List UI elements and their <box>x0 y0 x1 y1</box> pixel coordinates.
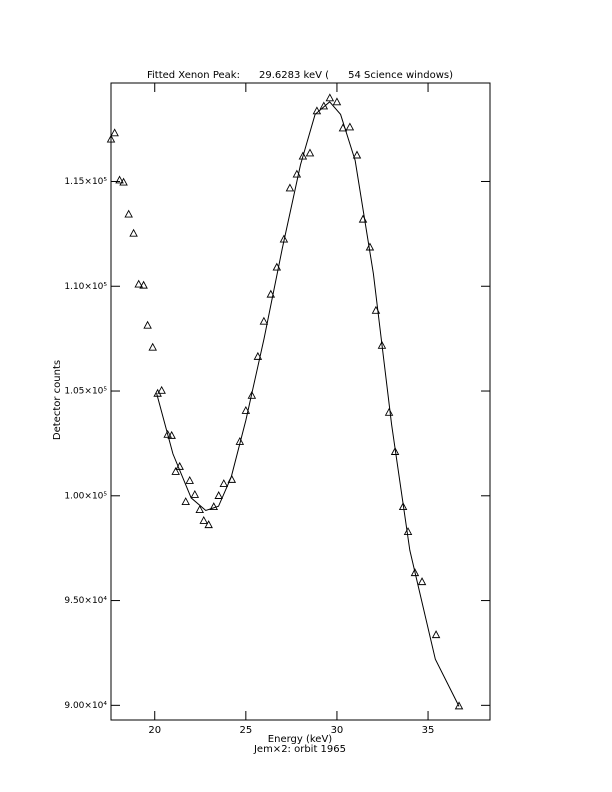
data-point <box>139 280 148 289</box>
x-tick-label: 35 <box>422 725 435 736</box>
data-point <box>219 479 229 488</box>
data-point <box>285 183 295 192</box>
data-point <box>410 568 420 577</box>
y-tick-label: 1.05×10⁵ <box>64 387 107 397</box>
data-point <box>319 101 329 110</box>
data-point <box>171 466 180 475</box>
data-point <box>384 407 394 416</box>
x-tick-label: 20 <box>148 725 161 736</box>
data-point <box>185 475 194 484</box>
data-point <box>417 577 427 586</box>
y-tick-label: 1.10×10⁵ <box>64 282 107 292</box>
data-point <box>390 447 400 455</box>
data-point <box>110 128 119 137</box>
data-point <box>181 497 190 506</box>
data-point <box>454 701 464 710</box>
data-point <box>358 214 368 223</box>
data-point <box>312 106 322 115</box>
data-point <box>352 150 362 159</box>
x-axis-label: Energy (keV) <box>268 734 333 745</box>
data-point <box>431 630 441 639</box>
data-point <box>325 93 335 102</box>
chart-title: Fitted Xenon Peak: 29.6283 keV ( 54 Scie… <box>147 70 453 81</box>
subtitle: Jem×2: orbit 1965 <box>253 744 346 755</box>
x-tick-label: 30 <box>331 725 344 736</box>
data-point <box>190 490 200 498</box>
data-point <box>241 405 251 414</box>
data-point <box>157 385 166 394</box>
data-point <box>119 177 128 186</box>
data-point <box>148 342 157 351</box>
data-point <box>195 505 204 513</box>
data-point <box>199 515 208 524</box>
data-point <box>247 390 257 399</box>
x-tick-label: 25 <box>239 725 252 736</box>
data-point <box>345 122 355 131</box>
data-point <box>143 320 152 329</box>
plot-frame <box>110 82 491 721</box>
data-point <box>365 242 375 251</box>
data-point <box>204 520 213 529</box>
data-point <box>106 134 116 143</box>
data-point <box>259 316 269 325</box>
y-axis-label: Detector counts <box>52 360 63 440</box>
data-point <box>214 491 223 499</box>
data-point <box>115 175 124 184</box>
y-tick-label: 1.00×10⁵ <box>64 491 107 501</box>
data-point <box>163 429 172 438</box>
data-point <box>305 148 315 157</box>
data-point <box>167 430 176 439</box>
data-point <box>124 209 133 218</box>
data-point <box>209 502 219 511</box>
y-tick-label: 1.15×10⁵ <box>64 177 107 187</box>
data-point <box>298 151 308 160</box>
data-point <box>129 228 138 237</box>
data-point <box>398 502 408 511</box>
y-tick-label: 9.50×10⁴ <box>64 596 107 606</box>
data-point <box>266 289 276 298</box>
y-tick-label: 9.00×10⁴ <box>64 701 107 711</box>
data-point <box>134 279 143 288</box>
fit-line <box>156 101 460 707</box>
data-point <box>403 527 413 535</box>
data-point <box>332 97 342 106</box>
data-point <box>253 351 263 360</box>
